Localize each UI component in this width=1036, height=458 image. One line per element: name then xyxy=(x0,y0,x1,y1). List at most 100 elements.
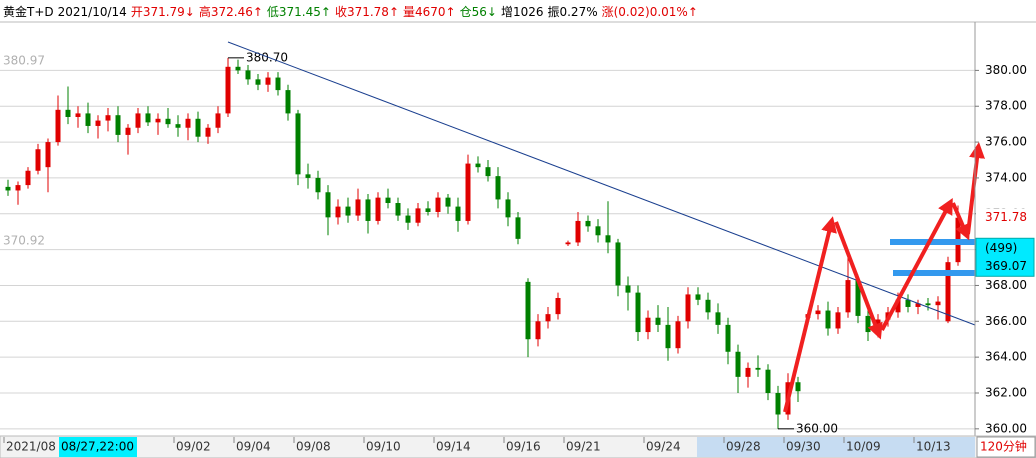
candle-body xyxy=(435,197,441,212)
candle-body xyxy=(315,177,321,193)
candle-body xyxy=(715,312,721,325)
candle-body xyxy=(135,113,141,128)
header-item: 仓56↓ xyxy=(460,5,497,19)
candle-body xyxy=(585,220,591,227)
cursor-price: 369.07 xyxy=(985,259,1027,273)
candle-body xyxy=(695,294,701,300)
candle-body xyxy=(775,392,781,415)
candle-body xyxy=(345,206,351,216)
candle-body xyxy=(625,285,631,293)
candle-body xyxy=(545,314,551,322)
time-range-highlight xyxy=(697,437,975,457)
candle-body xyxy=(485,167,491,177)
candle-body xyxy=(635,292,641,333)
candle-body xyxy=(645,317,651,333)
candle-body xyxy=(505,199,511,218)
candle-body xyxy=(905,299,911,307)
candle-body xyxy=(415,208,421,223)
header-item: 收371.78↑ xyxy=(335,5,399,19)
y-tick-label: 378.00 xyxy=(985,99,1027,113)
candle-body xyxy=(515,217,521,239)
x-axis: 2021/08 09/02 09/04 09/08 09/10 09/14 09/16 09/… xyxy=(3,436,1036,458)
x-tick-label: 10/09 xyxy=(846,440,881,454)
header-item: 量4670↑ xyxy=(403,5,456,19)
candle-body xyxy=(145,113,151,123)
candle-body xyxy=(205,127,211,137)
y-tick-label: 374.00 xyxy=(985,170,1027,184)
candle-body xyxy=(475,163,481,168)
candle-body xyxy=(85,113,91,126)
candle-body xyxy=(325,192,331,218)
left-label: 380.97 xyxy=(3,54,45,68)
candle-body xyxy=(335,206,341,218)
y-tick-label: 362.00 xyxy=(985,385,1027,399)
candle-body xyxy=(365,199,371,221)
x-tick-label: 09/30 xyxy=(786,440,821,454)
candle-body xyxy=(265,77,271,85)
last-price-box xyxy=(976,208,1034,227)
candle-body xyxy=(525,281,531,340)
x-tick-label: 09/04 xyxy=(236,440,271,454)
cursor-time: 08/27,22:00 xyxy=(61,440,134,454)
candle-body xyxy=(815,310,821,315)
arrow xyxy=(880,197,953,331)
period-box xyxy=(976,436,1036,458)
candle-body xyxy=(395,203,401,216)
candle-body xyxy=(795,382,801,392)
candle-body xyxy=(935,301,941,306)
y-tick-label: 368.00 xyxy=(985,278,1027,292)
candle-body xyxy=(5,186,11,191)
x-tick-label: 09/08 xyxy=(296,440,331,454)
candle-body xyxy=(925,303,931,306)
header: 黄金T+D 2021/10/14 开371.79↓ 高372.46↑ 低371.45↑ 收… xyxy=(3,4,698,19)
candle-body xyxy=(595,226,601,236)
candle-body xyxy=(285,90,291,114)
x-tick-label: 09/16 xyxy=(506,440,541,454)
header-item: 低371.45↑ xyxy=(267,5,331,19)
candle-body xyxy=(555,298,561,315)
candle-body xyxy=(495,176,501,200)
candle-body xyxy=(155,118,161,123)
candle-body xyxy=(125,127,131,135)
candle-body xyxy=(465,163,471,221)
candle-body xyxy=(665,324,671,349)
y-tick-label: 364.00 xyxy=(985,350,1027,364)
candle-body xyxy=(375,197,381,221)
candle-body xyxy=(615,242,621,286)
candle-body xyxy=(895,299,901,313)
candle-body xyxy=(175,124,181,128)
candle-body xyxy=(535,321,541,340)
candle-body xyxy=(425,208,431,212)
header-item: 2021/10/14 xyxy=(58,5,127,19)
candle-body xyxy=(945,262,951,322)
arrows xyxy=(783,142,985,413)
candle-body xyxy=(245,70,251,80)
candle-body xyxy=(195,118,201,137)
x-tick-label: 09/02 xyxy=(176,440,211,454)
candle-body xyxy=(235,66,241,71)
candle-body xyxy=(115,115,121,135)
x-tick-label: 09/28 xyxy=(726,440,761,454)
arrow xyxy=(834,221,883,340)
candle-body xyxy=(225,66,231,114)
cursor-time-box xyxy=(59,437,137,457)
candle-body xyxy=(825,310,831,329)
y-tick-label: 380.00 xyxy=(985,63,1027,77)
x-tick-label: 09/14 xyxy=(436,440,471,454)
candle-body xyxy=(655,317,661,325)
annotation: 360.00 xyxy=(796,421,838,435)
candle-body xyxy=(865,315,871,333)
arrow xyxy=(966,142,985,235)
cursor-change: (499) xyxy=(985,241,1017,255)
header-item: 黄金T+D xyxy=(3,4,54,19)
candle-body xyxy=(45,142,51,168)
candle-body xyxy=(735,351,741,377)
x-tick-label: 09/24 xyxy=(646,440,681,454)
candle-body xyxy=(675,321,681,349)
candle-body xyxy=(445,197,451,207)
trend-line xyxy=(227,41,976,326)
candle-body xyxy=(25,170,31,186)
candle-body xyxy=(755,367,761,370)
arrow xyxy=(951,202,971,241)
